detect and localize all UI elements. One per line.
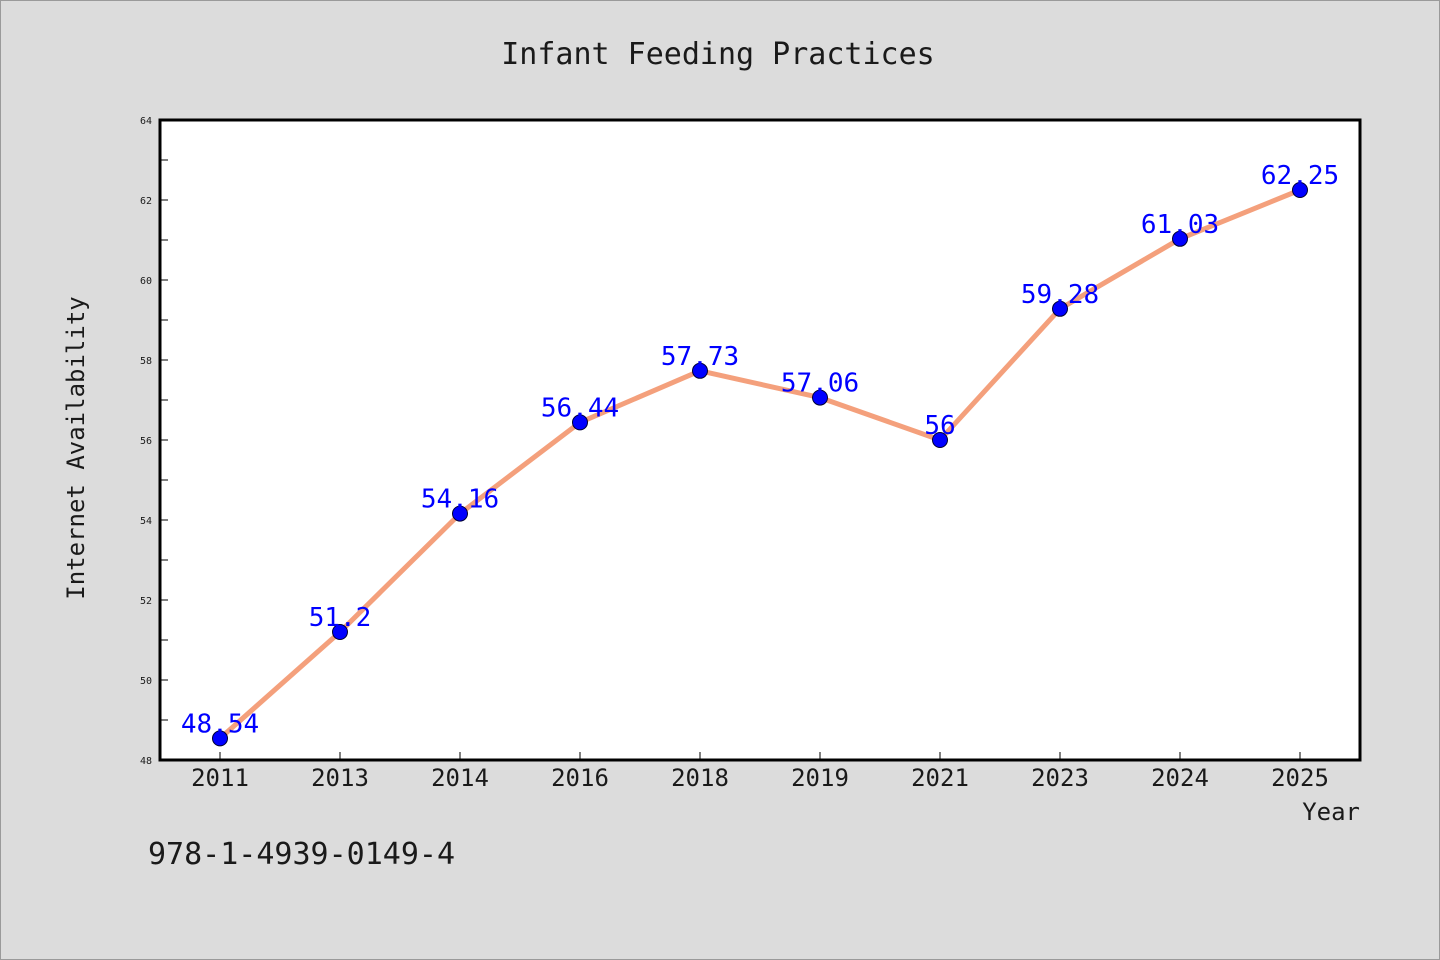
series-line (218, 187, 1301, 741)
data-label: 62.25 (1261, 161, 1339, 191)
data-label: 56 (924, 411, 955, 441)
y-tick-label: 56 (140, 436, 152, 447)
data-label: 57.73 (661, 342, 739, 372)
x-tick-label: 2013 (311, 764, 369, 792)
chart-title: Infant Feeding Practices (501, 37, 934, 72)
x-tick-label: 2018 (671, 764, 729, 792)
data-label: 59.28 (1021, 280, 1099, 310)
x-tick-label: 2014 (431, 764, 489, 792)
data-labels: 48.54 51.2 54.16 56.44 57.73 57.06 56 59.28 61.0… (181, 161, 1339, 739)
y-tick-label: 54 (140, 516, 152, 527)
data-point (692, 362, 708, 379)
plot-area (158, 118, 1362, 762)
y-tick-label: 64 (140, 116, 152, 127)
y-tick-label: 50 (140, 676, 152, 687)
data-point (1052, 300, 1068, 317)
x-tick-label: 2024 (1151, 764, 1209, 792)
data-point (452, 505, 468, 522)
x-tick-label: 2025 (1271, 764, 1329, 792)
data-point (812, 389, 828, 406)
x-axis: 2011 2013 2014 2016 2018 2019 2021 2023 2024 2025 (191, 752, 1329, 792)
data-point (1292, 182, 1308, 198)
data-point (1172, 230, 1188, 247)
y-tick-label: 60 (140, 276, 152, 287)
data-label: 51.2 (309, 603, 372, 633)
data-point (332, 624, 348, 640)
data-point (212, 730, 228, 747)
y-tick-label: 62 (140, 196, 152, 207)
data-label: 54.16 (421, 485, 499, 515)
x-axis-label: Year (1302, 798, 1360, 826)
x-tick-label: 2021 (911, 764, 969, 792)
y-axis: 48 50 52 54 56 58 60 62 64 (140, 116, 168, 767)
x-tick-label: 2016 (551, 764, 609, 792)
data-label: 56.44 (541, 393, 619, 423)
data-label: 61.03 (1141, 210, 1219, 240)
x-tick-label: 2023 (1031, 764, 1089, 792)
data-label: 48.54 (181, 709, 259, 739)
data-label: 57.06 (781, 369, 859, 399)
y-tick-label: 52 (140, 596, 152, 607)
x-tick-label: 2011 (191, 764, 249, 792)
data-point (932, 432, 948, 448)
x-tick-label: 2019 (791, 764, 849, 792)
y-tick-label: 48 (140, 756, 152, 767)
data-point (572, 414, 588, 431)
isbn-text: 978-1-4939-0149-4 (148, 837, 455, 872)
y-tick-label: 58 (140, 356, 152, 367)
y-axis-label: Internet Availability (62, 296, 90, 599)
data-markers (212, 182, 1308, 747)
